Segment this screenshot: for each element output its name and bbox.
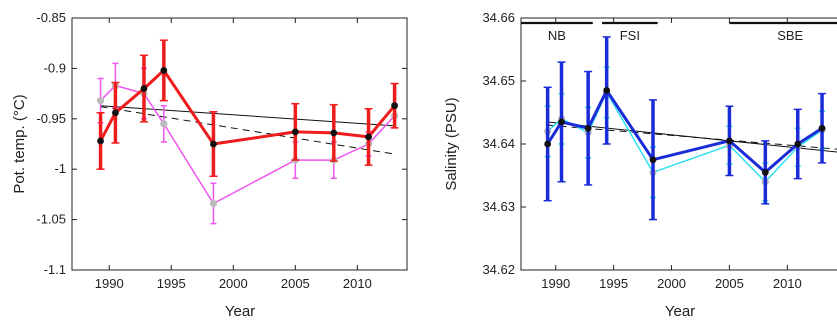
temperature-main-point <box>210 140 217 148</box>
temperature-main-point <box>391 102 398 110</box>
temperature-x-tick-label: 1990 <box>95 276 124 291</box>
salinity-x-tick-label: 2005 <box>715 276 744 291</box>
salinity-main-point <box>544 140 552 148</box>
temperature-y-tick-label: -0.85 <box>36 10 66 25</box>
temperature-panel: 1990 1995 2000 2005 2010 -0.85 -0.9 -0.95 -1 -1.0… <box>11 10 408 320</box>
salinity-y-tick-label: 34.64 <box>482 136 515 151</box>
temperature-x-axis-label: Year <box>225 303 255 320</box>
temperature-y-tick-label: -1.1 <box>44 262 66 277</box>
temperature-plot-frame <box>71 17 408 271</box>
temperature-main-point <box>291 128 299 136</box>
temperature-y-tick-label: -0.9 <box>44 60 66 75</box>
temperature-x-tick-label: 1995 <box>157 276 186 291</box>
temperature-main-point <box>112 109 119 117</box>
salinity-plot-area: NB FSI SBE <box>521 21 837 221</box>
salinity-y-tick-label: 34.62 <box>482 262 515 277</box>
temperature-y-tick-label: -1.05 <box>36 212 66 227</box>
salinity-main-point <box>794 140 802 148</box>
salinity-x-tick-label: 2010 <box>773 276 802 291</box>
salinity-x-tick-label: 1995 <box>599 276 628 291</box>
salinity-plot-frame <box>520 17 837 271</box>
salinity-y-tick-label: 34.65 <box>482 73 515 88</box>
temperature-alt-point <box>209 199 218 208</box>
temperature-y-axis-label: Pot. temp. (°C) <box>11 94 28 193</box>
period-label-sbe: SBE <box>777 28 803 43</box>
salinity-y-axis-label: Salinity (PSU) <box>443 97 460 190</box>
salinity-y-tick-label: 34.66 <box>482 10 515 25</box>
salinity-main-point <box>558 118 565 126</box>
salinity-main-point <box>726 137 733 145</box>
salinity-main-point <box>818 124 826 132</box>
temperature-x-tick-label: 2010 <box>343 276 372 291</box>
salinity-axes: 1990 1995 2000 2005 2010 34.66 34.65 34.64 34.63… <box>482 10 802 291</box>
period-label-fsi: FSI <box>620 28 640 43</box>
temperature-y-tick-label: -0.95 <box>36 111 66 126</box>
temperature-main-point <box>330 129 338 137</box>
temperature-alt-point <box>160 120 168 128</box>
salinity-panel: NB FSI SBE 1990 1995 2000 2005 2010 34.66 34.65 3… <box>443 10 837 320</box>
temperature-main-point <box>97 137 104 145</box>
temperature-trend-line-solid <box>100 105 395 127</box>
salinity-x-tick-label: 1990 <box>541 276 570 291</box>
salinity-main-point <box>584 124 592 132</box>
temperature-plot-area <box>96 39 399 225</box>
temperature-x-tick-label: 2005 <box>281 276 310 291</box>
salinity-x-tick-label: 2000 <box>657 276 686 291</box>
temperature-main-point <box>140 85 148 92</box>
salinity-main-point <box>761 168 769 176</box>
period-label-nb: NB <box>548 28 566 43</box>
temperature-main-point <box>365 133 372 141</box>
temperature-trend-line-dashed <box>100 106 395 155</box>
salinity-main-point <box>603 87 611 94</box>
temperature-alt-point <box>96 97 105 105</box>
salinity-y-tick-label: 34.63 <box>482 199 515 214</box>
salinity-x-axis-label: Year <box>665 303 695 320</box>
temperature-axes: 1990 1995 2000 2005 2010 -0.85 -0.9 -0.95 -1 -1.0… <box>36 10 407 291</box>
temperature-x-tick-label: 2000 <box>219 276 248 291</box>
temperature-main-point <box>160 67 168 74</box>
salinity-main-point <box>649 156 657 164</box>
temperature-y-tick-label: -1 <box>54 161 66 176</box>
